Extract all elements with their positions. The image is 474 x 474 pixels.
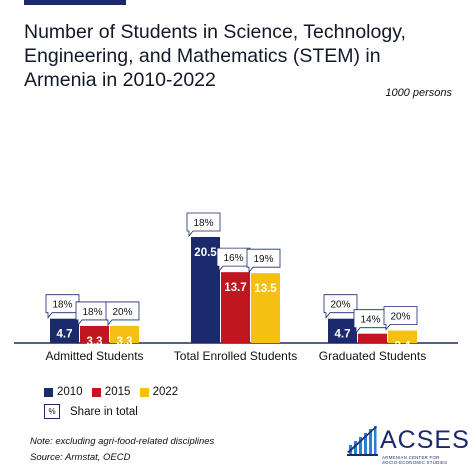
bar-2010-2: [328, 318, 357, 343]
share-callout-box-2010-1: [186, 212, 221, 238]
share-callout-box-2022-2: [383, 306, 418, 331]
share-legend-label: Share in total: [70, 405, 138, 418]
share-legend-box: %: [44, 404, 60, 419]
bar-2022-1: [251, 273, 280, 343]
share-label-2022-2: 20%: [390, 312, 410, 323]
logo-subtitle-line1: ARMENIAN CENTER FOR: [382, 455, 440, 460]
share-callout-box-2022-1: [246, 248, 281, 274]
share-label-2015-2: 14%: [360, 315, 380, 326]
share-label-2022-0: 20%: [112, 307, 132, 318]
value-label-2015-2: 1.8: [365, 344, 382, 356]
value-label-2010-1: 20.5: [194, 247, 217, 259]
bar-2010-0: [50, 318, 79, 343]
share-label-2010-2: 20%: [330, 300, 350, 311]
legend-label-2015: 2015: [104, 386, 131, 398]
share-label-2015-0: 18%: [82, 307, 102, 318]
logo-wordmark: ACSES: [380, 426, 470, 454]
unit-label: 1000 persons: [385, 87, 452, 99]
value-label-2022-2: 2.4: [395, 341, 412, 353]
bar-2022-2: [388, 330, 417, 343]
value-label-2022-1: 13.5: [254, 283, 277, 295]
footnote: Note: excluding agri-food-related discip…: [30, 436, 215, 447]
bar-2015-2: [358, 333, 387, 343]
acses-logo: ACSES ARMENIAN CENTER FOR SOCIO-ECONOMIC…: [346, 425, 469, 465]
share-callout-box-2010-2: [323, 294, 358, 319]
logo-subtitle: ARMENIAN CENTER FOR SOCIO-ECONOMIC STUDI…: [382, 455, 447, 465]
share-label-2010-1: 18%: [193, 218, 213, 229]
legend-swatch-2022: [139, 387, 149, 397]
share-callout-box-2010-0: [45, 294, 80, 319]
bar-2015-0: [80, 325, 109, 343]
bar-chart: 4.7 18% 3.3 18% 3.3 20% Admitted Students 20.5 1…: [14, 212, 458, 363]
logo-mark-icon: [347, 426, 378, 456]
value-label-2010-2: 4.7: [335, 329, 351, 341]
legend-item-2022: 2022: [139, 386, 179, 398]
value-label-2010-0: 4.7: [57, 329, 73, 341]
legend-item-2010: 2010: [44, 386, 83, 398]
title-accent-bar: [24, 0, 126, 5]
value-label-2015-0: 3.3: [87, 336, 103, 348]
share-callout-box-2022-0: [105, 301, 140, 327]
chart-title: Number of Students in Science, Technolog…: [24, 21, 406, 91]
bar-2022-0: [110, 325, 139, 343]
legend-swatch-2010: [44, 387, 53, 397]
legend-label-2010: 2010: [57, 386, 83, 398]
share-label-2015-1: 16%: [223, 253, 243, 264]
share-legend: % Share in total: [44, 404, 138, 419]
value-label-2022-0: 3.3: [117, 336, 133, 348]
legend-label-2022: 2022: [152, 386, 179, 398]
legend: 2010 2015 2022: [44, 386, 184, 400]
category-label-2: Graduated Students: [319, 349, 426, 363]
share-label-2010-0: 18%: [52, 300, 72, 311]
category-label-1: Total Enrolled Students: [174, 349, 297, 363]
source-note: Source: Armstat, OECD: [30, 452, 131, 463]
bar-2015-1: [221, 272, 250, 343]
legend-swatch-2015: [91, 387, 101, 397]
logo-subtitle-line2: SOCIO-ECONOMIC STUDIES: [382, 460, 448, 465]
value-label-2015-1: 13.7: [224, 282, 246, 294]
bar-2010-1: [191, 237, 220, 343]
category-label-0: Admitted Students: [45, 349, 143, 363]
legend-item-2015: 2015: [91, 386, 131, 398]
share-label-2022-1: 19%: [253, 254, 273, 265]
